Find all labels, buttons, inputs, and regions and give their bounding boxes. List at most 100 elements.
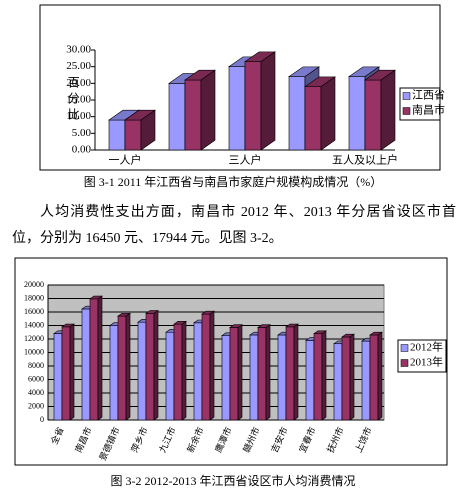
y-tick-label: 2000 xyxy=(28,401,44,410)
x-tick-label: 上饶市 xyxy=(352,425,373,454)
bar xyxy=(184,69,216,151)
bar-side xyxy=(380,69,396,151)
y-tick-label: 12000 xyxy=(24,334,44,343)
bar-front xyxy=(184,79,202,151)
x-tick-label: 鹰潭市 xyxy=(212,425,233,454)
legend-label: 2012年 xyxy=(410,340,443,354)
y-tick-label: 25.00 xyxy=(66,60,91,72)
legend-swatch xyxy=(400,359,409,367)
y-tick-label: 10.00 xyxy=(66,110,91,122)
x-tick-label: 赣州市 xyxy=(240,425,261,454)
bar xyxy=(364,69,396,151)
bar-front xyxy=(361,340,371,421)
bar xyxy=(229,324,243,421)
legend-swatch xyxy=(400,344,409,352)
bar-front xyxy=(89,298,99,421)
figure-caption: 图 3-2 2012-2013 年江西省设区市人均消费情况 xyxy=(111,473,356,488)
y-tick-label: 0.00 xyxy=(72,144,92,156)
bar-front xyxy=(285,326,295,421)
figure-caption: 图 3-1 2011 年江西省与南昌市家庭户规模构成情况（%） xyxy=(84,174,383,189)
bar-side xyxy=(349,333,355,421)
bar-side xyxy=(320,76,336,151)
x-tick-label: 景德镇市 xyxy=(96,425,121,462)
bar xyxy=(341,333,355,421)
bar-front xyxy=(221,335,231,421)
x-tick-label: 抚州市 xyxy=(324,425,345,454)
bar xyxy=(313,330,327,421)
bar-side xyxy=(200,69,216,151)
bar xyxy=(173,320,187,421)
y-tick-label: 20.00 xyxy=(66,77,91,89)
paragraph: 人均消费性支出方面，南昌市 2012 年、2013 年分居省设区市首位，分别为 … xyxy=(12,205,456,246)
y-axis-label: 百分比 xyxy=(66,76,80,124)
bar-side xyxy=(260,51,276,151)
bar-front xyxy=(109,325,119,421)
bar-front xyxy=(201,313,211,421)
x-tick-label: 南昌市 xyxy=(72,425,93,454)
bar-front xyxy=(193,322,203,421)
y-tick-label: 30.00 xyxy=(66,44,91,56)
chart-frame xyxy=(14,257,448,466)
bar-front xyxy=(277,334,287,421)
bar-front xyxy=(53,333,63,421)
y-tick-label: 10000 xyxy=(24,347,44,356)
bar-front xyxy=(173,323,183,421)
bar-front xyxy=(81,308,91,421)
y-tick-label: 0 xyxy=(40,415,44,424)
legend-swatch xyxy=(402,92,411,100)
bar-side xyxy=(237,324,243,421)
bar-side xyxy=(125,312,131,421)
bar-front xyxy=(137,321,147,421)
bar-front xyxy=(341,336,351,421)
y-tick-label: 18000 xyxy=(24,293,44,302)
bar-front xyxy=(369,334,379,421)
x-tick-label: 九江市 xyxy=(156,425,177,454)
bar-side xyxy=(69,323,75,421)
x-tick-label: 三人户 xyxy=(229,153,262,167)
bar-front xyxy=(257,327,267,421)
bar-side xyxy=(265,324,271,421)
bar-side xyxy=(97,295,103,421)
bar xyxy=(89,295,103,421)
bar-front xyxy=(124,119,142,151)
y-tick-label: 20000 xyxy=(24,280,44,289)
legend-label: 江西省 xyxy=(412,89,445,102)
x-tick-label: 一人户 xyxy=(109,153,142,167)
x-tick-label: 新余市 xyxy=(184,425,205,454)
bar-front xyxy=(165,331,175,421)
bar-front xyxy=(288,76,306,151)
legend-label: 2013年 xyxy=(410,355,443,369)
y-tick-label: 5.00 xyxy=(72,127,92,139)
bar-side xyxy=(181,320,187,421)
bar-front xyxy=(145,313,155,421)
bar-front xyxy=(117,315,127,421)
bar xyxy=(61,323,75,421)
bar xyxy=(304,76,336,151)
bar xyxy=(285,323,299,421)
bar-front xyxy=(229,327,239,421)
bar-side xyxy=(377,331,383,421)
bar xyxy=(145,309,159,421)
bar xyxy=(201,310,215,421)
legend-swatch xyxy=(402,107,411,115)
y-tick-label: 15.00 xyxy=(66,94,91,106)
bar-front xyxy=(228,66,246,151)
bar-side xyxy=(209,310,215,421)
y-tick-label: 14000 xyxy=(24,320,44,329)
legend-label: 南昌市 xyxy=(412,103,445,117)
y-tick-label: 16000 xyxy=(24,307,44,316)
bar-side xyxy=(293,323,299,421)
bar xyxy=(124,109,156,151)
x-tick-label: 全省 xyxy=(48,425,66,446)
x-tick-label: 宜春市 xyxy=(296,425,317,454)
bar-front xyxy=(249,334,259,421)
bar xyxy=(244,51,276,151)
bar-front xyxy=(364,79,382,151)
bar-front xyxy=(305,340,315,421)
x-tick-label: 五人及以上户 xyxy=(332,153,398,167)
x-tick-label: 吉安市 xyxy=(268,425,289,454)
bar-front xyxy=(168,83,186,151)
y-tick-label: 4000 xyxy=(28,388,44,397)
